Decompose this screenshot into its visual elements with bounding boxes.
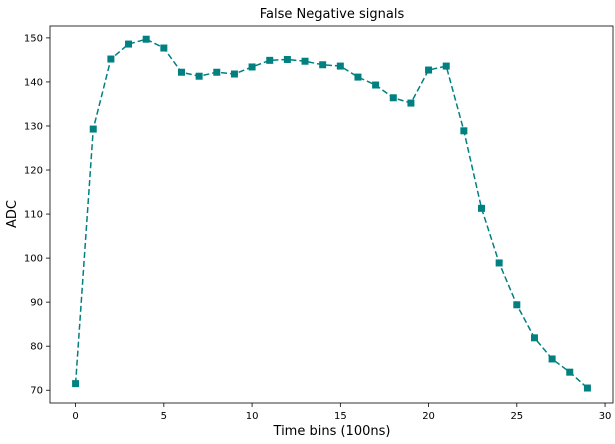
data-point-marker bbox=[372, 81, 380, 89]
x-tick-label: 30 bbox=[599, 411, 612, 422]
data-point-marker bbox=[142, 35, 150, 43]
data-point-marker bbox=[72, 380, 80, 388]
data-point-marker bbox=[177, 68, 185, 76]
data-point-marker bbox=[354, 73, 362, 81]
x-tick-label: 25 bbox=[510, 411, 523, 422]
data-point-marker bbox=[389, 94, 397, 102]
series-markers bbox=[72, 35, 591, 392]
y-axis-ticks: 70 80 90 100 110 120 130 140 150 bbox=[24, 33, 50, 397]
data-point-marker bbox=[566, 368, 574, 376]
data-point-marker bbox=[266, 56, 274, 64]
data-point-marker bbox=[336, 62, 344, 70]
data-point-marker bbox=[583, 384, 591, 392]
plot-frame bbox=[49, 25, 614, 404]
x-tick-label: 5 bbox=[161, 411, 167, 422]
x-tick-label: 10 bbox=[246, 411, 259, 422]
data-point-marker bbox=[213, 68, 221, 76]
data-point-marker bbox=[125, 40, 133, 48]
data-point-marker bbox=[248, 63, 256, 71]
y-tick-label: 70 bbox=[30, 386, 43, 397]
data-point-marker bbox=[407, 99, 415, 107]
y-tick-label: 130 bbox=[24, 121, 43, 132]
x-tick-label: 20 bbox=[422, 411, 435, 422]
y-tick-label: 80 bbox=[30, 342, 43, 353]
data-point-marker bbox=[107, 55, 115, 63]
series-line bbox=[74, 38, 588, 389]
data-point-marker bbox=[548, 355, 556, 363]
y-axis-label: ADC bbox=[5, 200, 20, 228]
x-axis-ticks: 0 5 10 15 20 25 30 bbox=[72, 403, 611, 422]
y-tick-label: 110 bbox=[24, 210, 43, 221]
data-point-marker bbox=[230, 70, 238, 78]
data-point-marker bbox=[495, 259, 503, 267]
data-point-marker bbox=[319, 61, 327, 69]
y-tick-label: 90 bbox=[30, 298, 43, 309]
x-tick-label: 15 bbox=[334, 411, 347, 422]
data-point-marker bbox=[442, 62, 450, 70]
data-point-marker bbox=[301, 57, 309, 65]
data-point-marker bbox=[460, 127, 468, 135]
y-tick-label: 100 bbox=[24, 254, 43, 265]
data-point-marker bbox=[89, 125, 97, 133]
y-tick-label: 120 bbox=[24, 166, 43, 177]
x-tick-label: 0 bbox=[72, 411, 78, 422]
data-point-marker bbox=[513, 301, 521, 309]
data-point-marker bbox=[195, 72, 203, 80]
data-point-marker bbox=[425, 66, 433, 74]
data-point-marker bbox=[478, 204, 486, 212]
data-point-marker bbox=[283, 55, 291, 63]
chart-title: False Negative signals bbox=[260, 7, 405, 22]
data-point-marker bbox=[530, 334, 538, 342]
data-point-marker bbox=[160, 44, 168, 52]
y-tick-label: 140 bbox=[24, 77, 43, 88]
y-tick-label: 150 bbox=[24, 33, 43, 44]
x-axis-label: Time bins (100ns) bbox=[273, 424, 391, 439]
